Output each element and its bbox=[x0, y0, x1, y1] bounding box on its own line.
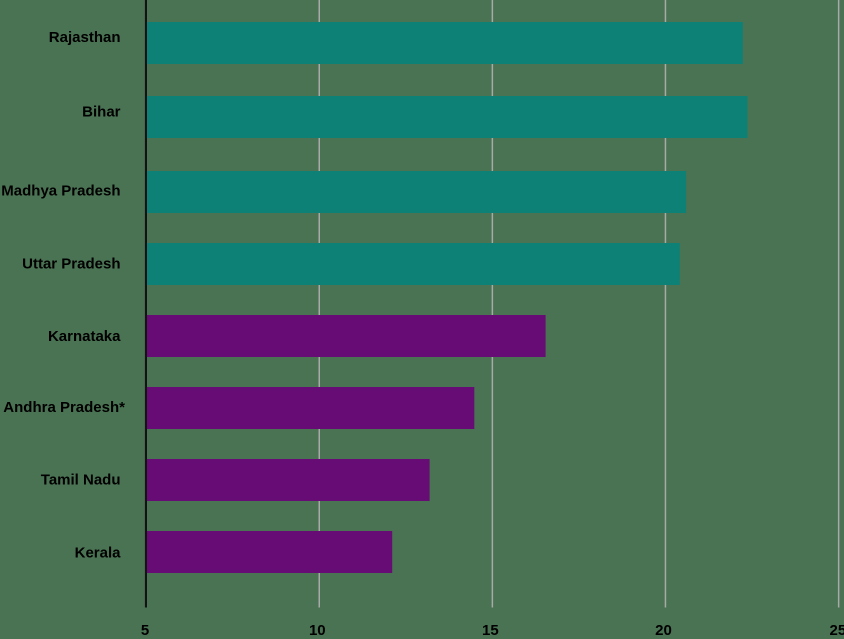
svg-text:Uttar Pradesh: Uttar Pradesh bbox=[22, 256, 120, 273]
svg-text:Andhra Pradesh*: Andhra Pradesh* bbox=[3, 399, 125, 416]
svg-text:20: 20 bbox=[655, 622, 672, 639]
svg-text:Kerala: Kerala bbox=[75, 545, 122, 562]
svg-text:25: 25 bbox=[830, 622, 844, 639]
svg-text:Rajasthan: Rajasthan bbox=[49, 29, 121, 46]
svg-text:Madhya Pradesh: Madhya Pradesh bbox=[1, 182, 120, 199]
svg-text:5: 5 bbox=[141, 622, 149, 639]
svg-text:Karnataka: Karnataka bbox=[48, 328, 121, 345]
svg-text:Tamil Nadu: Tamil Nadu bbox=[41, 471, 121, 488]
svg-text:10: 10 bbox=[309, 622, 326, 639]
svg-text:15: 15 bbox=[482, 622, 499, 639]
svg-text:Bihar: Bihar bbox=[82, 104, 121, 121]
